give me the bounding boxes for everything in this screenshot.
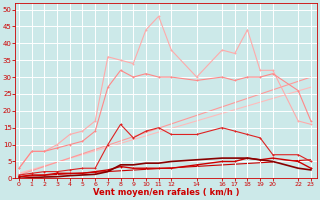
X-axis label: Vent moyen/en rafales ( km/h ): Vent moyen/en rafales ( km/h ) xyxy=(93,188,239,197)
